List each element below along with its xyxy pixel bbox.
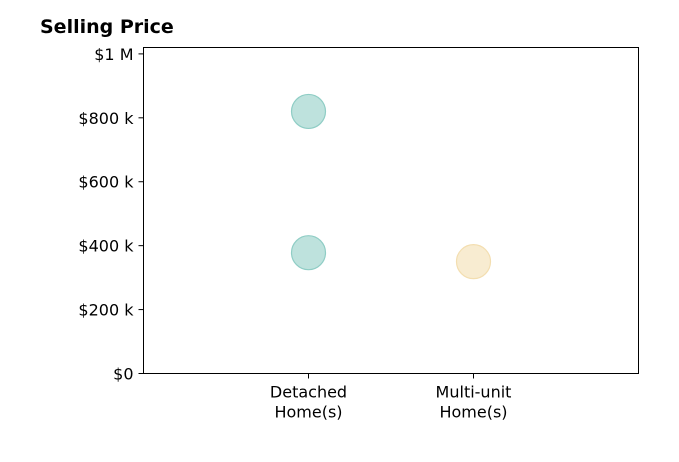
y-axis: $0 $200 k $400 k $600 k $800 k $1 M bbox=[78, 45, 144, 384]
chart-title: Selling Price bbox=[40, 16, 174, 38]
data-point bbox=[290, 235, 327, 271]
x-tick-label: Home(s) bbox=[274, 403, 342, 422]
x-tick-label: Home(s) bbox=[439, 403, 507, 422]
data-point bbox=[455, 244, 492, 280]
data-point bbox=[290, 93, 327, 130]
x-tick-label: Multi-unit bbox=[436, 383, 512, 402]
plot-frame bbox=[143, 47, 639, 374]
y-tick-label: $600 k bbox=[78, 173, 134, 192]
x-tick-label: Detached bbox=[270, 383, 347, 402]
y-tick-label: $0 bbox=[113, 365, 133, 384]
data-points bbox=[290, 93, 492, 280]
y-tick-label: $200 k bbox=[78, 301, 134, 320]
y-tick-label: $800 k bbox=[78, 109, 134, 128]
y-tick-label: $400 k bbox=[78, 237, 134, 256]
y-tick-label: $1 M bbox=[94, 45, 133, 64]
